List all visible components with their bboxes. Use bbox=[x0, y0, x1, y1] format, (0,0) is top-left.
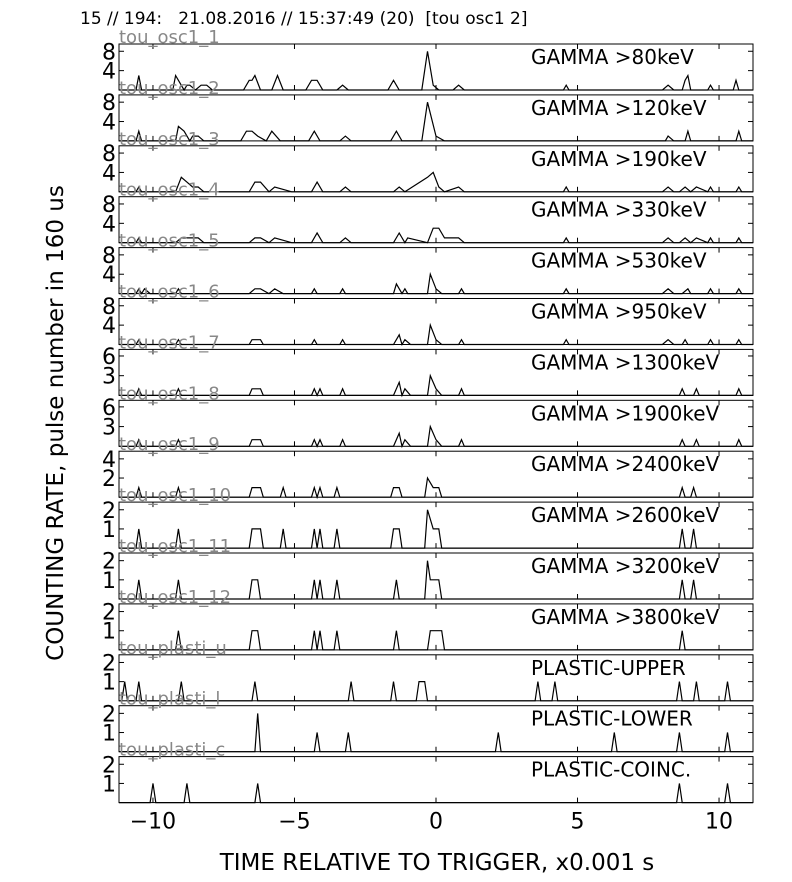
y-tick-label: 8 bbox=[102, 91, 116, 116]
y-tick-label: 3 bbox=[102, 365, 116, 390]
y-tick-label: 1 bbox=[102, 671, 116, 696]
y-tick-label: 2 bbox=[102, 753, 116, 778]
x-tick-label: −5 bbox=[278, 810, 310, 835]
y-tick-label: 1 bbox=[102, 620, 116, 645]
y-tick-label: 2 bbox=[102, 499, 116, 524]
x-tick-label: 10 bbox=[705, 810, 733, 835]
y-tick-label: 3 bbox=[102, 416, 116, 441]
y-tick-label: 1 bbox=[102, 518, 116, 543]
panel-name-label: GAMMA >3200keV bbox=[531, 554, 720, 578]
panel-name-label: GAMMA >190keV bbox=[531, 147, 707, 171]
panel-id-label: tou_plasti_c bbox=[119, 740, 225, 761]
y-tick-label: 1 bbox=[102, 569, 116, 594]
panel-name-label: GAMMA >2600keV bbox=[531, 503, 720, 527]
y-tick-label: 2 bbox=[102, 601, 116, 626]
panel-id-label: tou_osc1_3 bbox=[119, 129, 220, 150]
y-tick-label: 4 bbox=[102, 263, 116, 288]
y-tick-label: 2 bbox=[102, 651, 116, 676]
y-tick-label: 2 bbox=[102, 550, 116, 575]
panel-id-label: tou_osc1_7 bbox=[119, 332, 220, 353]
x-tick-label: 5 bbox=[571, 810, 585, 835]
y-tick-label: 4 bbox=[102, 60, 116, 85]
y-tick-label: 1 bbox=[102, 722, 116, 747]
panel-id-label: tou_osc1_12 bbox=[119, 587, 231, 608]
panel-id-label: tou_osc1_4 bbox=[119, 180, 220, 201]
series-line bbox=[119, 171, 753, 193]
y-tick-label: 4 bbox=[102, 314, 116, 339]
y-tick-label: 1 bbox=[102, 772, 116, 797]
y-tick-label: 4 bbox=[102, 111, 116, 136]
y-tick-label: 4 bbox=[102, 212, 116, 237]
panel-name-label: GAMMA >950keV bbox=[531, 300, 707, 324]
panel-id-label: tou_osc1_10 bbox=[119, 485, 231, 506]
panel-name-label: PLASTIC-COINC. bbox=[531, 758, 691, 782]
y-tick-label: 8 bbox=[102, 244, 116, 269]
series-line bbox=[119, 560, 753, 600]
y-tick-label: 8 bbox=[102, 40, 116, 65]
panel-id-label: tou_plasti_u bbox=[119, 638, 227, 659]
panel-id-label: tou_osc1_6 bbox=[119, 282, 220, 303]
y-tick-label: 8 bbox=[102, 142, 116, 167]
x-tick-label: −10 bbox=[130, 810, 176, 835]
panel-id-label: tou_osc1_11 bbox=[119, 536, 231, 557]
x-tick-label: 0 bbox=[429, 810, 443, 835]
panel-id-label: tou_osc1_1 bbox=[119, 27, 220, 48]
y-tick-label: 8 bbox=[102, 193, 116, 218]
y-tick-label: 6 bbox=[102, 396, 116, 421]
panel-id-label: tou_osc1_9 bbox=[119, 434, 220, 455]
x-axis-label: TIME RELATIVE TO TRIGGER, x0.001 s bbox=[219, 850, 655, 876]
y-tick-label: 8 bbox=[102, 295, 116, 320]
panel-name-label: GAMMA >1900keV bbox=[531, 401, 720, 425]
panel-name-label: GAMMA >80keV bbox=[531, 45, 694, 69]
panel-id-label: tou_plasti_l bbox=[119, 689, 220, 710]
panel-id-label: tou_osc1_2 bbox=[119, 78, 220, 99]
panel-name-label: GAMMA >120keV bbox=[531, 96, 707, 120]
panel-name-label: GAMMA >330keV bbox=[531, 198, 707, 222]
panel-id-label: tou_osc1_8 bbox=[119, 383, 220, 404]
chart-title: 15 // 194: 21.08.2016 // 15:37:49 (20) [… bbox=[80, 9, 528, 29]
y-tick-label: 4 bbox=[102, 448, 116, 473]
panel-name-label: GAMMA >2400keV bbox=[531, 452, 720, 476]
panel-name-label: PLASTIC-LOWER bbox=[531, 707, 693, 731]
panel-name-label: GAMMA >1300keV bbox=[531, 350, 720, 374]
y-tick-label: 4 bbox=[102, 161, 116, 186]
y-tick-label: 2 bbox=[102, 702, 116, 727]
series-line bbox=[119, 783, 753, 804]
y-tick-label: 2 bbox=[102, 467, 116, 492]
panel-name-label: GAMMA >530keV bbox=[531, 249, 707, 273]
panel-name-label: GAMMA >3800keV bbox=[531, 605, 720, 629]
y-tick-label: 6 bbox=[102, 345, 116, 370]
panel-name-label: PLASTIC-UPPER bbox=[531, 656, 686, 680]
panel-id-label: tou_osc1_5 bbox=[119, 231, 220, 252]
